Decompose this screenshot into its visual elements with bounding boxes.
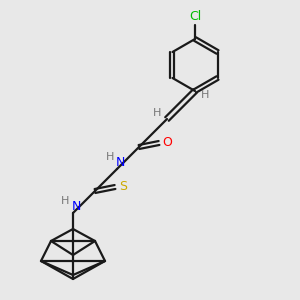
Text: H: H: [106, 152, 114, 162]
Text: H: H: [61, 196, 69, 206]
Text: H: H: [201, 90, 209, 100]
Text: O: O: [162, 136, 172, 148]
Text: N: N: [71, 200, 81, 214]
Text: S: S: [119, 179, 127, 193]
Text: H: H: [153, 108, 161, 118]
Text: N: N: [115, 157, 125, 169]
Text: Cl: Cl: [189, 11, 201, 23]
